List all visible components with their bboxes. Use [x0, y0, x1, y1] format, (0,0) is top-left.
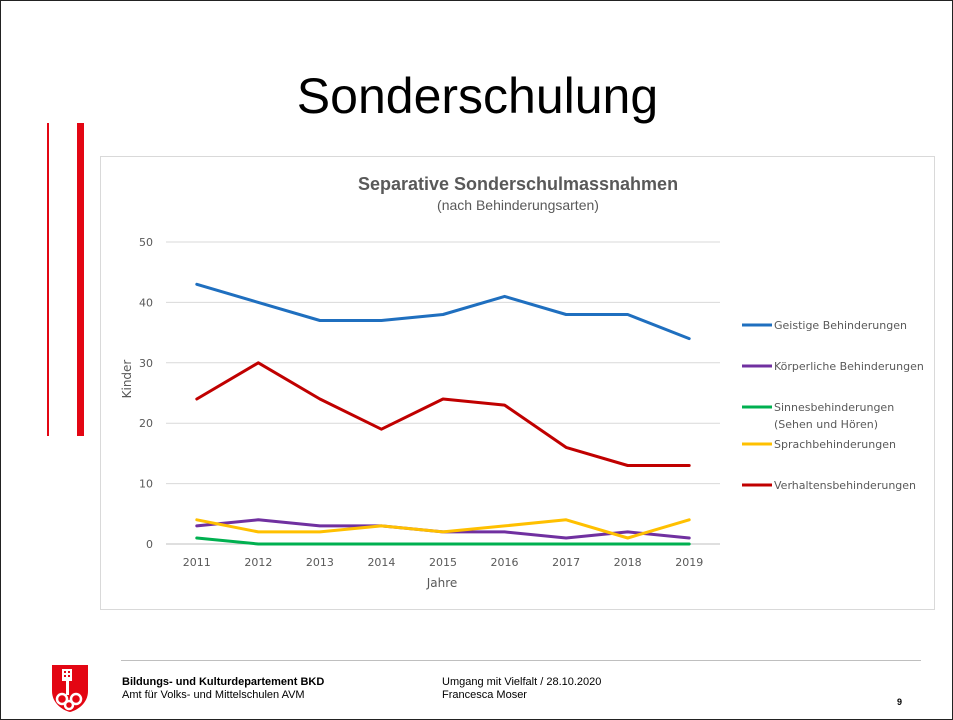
legend-label: Sinnesbehinderungen — [774, 401, 894, 414]
series-line — [195, 361, 691, 467]
y-tick-label: 40 — [139, 296, 153, 309]
x-tick-label: 2011 — [183, 556, 211, 569]
footer-event: Umgang mit Vielfalt / 28.10.2020 — [442, 676, 602, 688]
slide-title: Sonderschulung — [296, 68, 659, 124]
footer-divider — [121, 660, 921, 661]
footer-department-block: Bildungs- und Kulturdepartement BKD Amt … — [122, 676, 324, 702]
legend-label: Körperliche Behinderungen — [774, 360, 924, 373]
line-chart: Separative Sonderschulmassnahmen (nach Be… — [120, 174, 924, 590]
chart-title: Separative Sonderschulmassnahmen — [358, 174, 678, 194]
x-tick-label: 2016 — [491, 556, 519, 569]
footer-office: Amt für Volks- und Mittelschulen AVM — [122, 689, 305, 701]
legend-label: Geistige Behinderungen — [774, 319, 907, 332]
y-tick-label: 20 — [139, 417, 153, 430]
y-tick-label: 0 — [146, 538, 153, 551]
page-number: 9 — [897, 697, 903, 707]
footer-author: Francesca Moser — [442, 689, 527, 701]
y-tick-label: 10 — [139, 478, 153, 491]
x-tick-label: 2018 — [614, 556, 642, 569]
series-line — [195, 536, 691, 546]
footer-event-block: Umgang mit Vielfalt / 28.10.2020 Frances… — [442, 676, 601, 702]
y-tick-label: 50 — [139, 236, 153, 249]
x-axis-label: Jahre — [426, 576, 458, 590]
chart-subtitle: (nach Behinderungsarten) — [437, 197, 599, 213]
legend-label: (Sehen und Hören) — [774, 418, 878, 431]
legend-label: Verhaltensbehinderungen — [774, 479, 916, 492]
y-axis-label: Kinder — [120, 360, 134, 399]
x-tick-label: 2015 — [429, 556, 457, 569]
legend-label: Sprachbehinderungen — [774, 438, 896, 451]
chart-container: Separative Sonderschulmassnahmen (nach Be… — [100, 156, 935, 610]
accent-bar-thick — [77, 123, 84, 436]
x-tick-label: 2013 — [306, 556, 334, 569]
x-tick-label: 2012 — [244, 556, 272, 569]
accent-bar-thin — [47, 123, 49, 436]
x-tick-label: 2017 — [552, 556, 580, 569]
series-line — [195, 282, 691, 341]
y-tick-label: 30 — [139, 357, 153, 370]
footer-department: Bildungs- und Kulturdepartement BKD — [122, 676, 325, 688]
x-tick-label: 2019 — [675, 556, 703, 569]
x-tick-label: 2014 — [367, 556, 395, 569]
series-line — [195, 518, 691, 540]
canton-logo-icon — [52, 665, 88, 712]
